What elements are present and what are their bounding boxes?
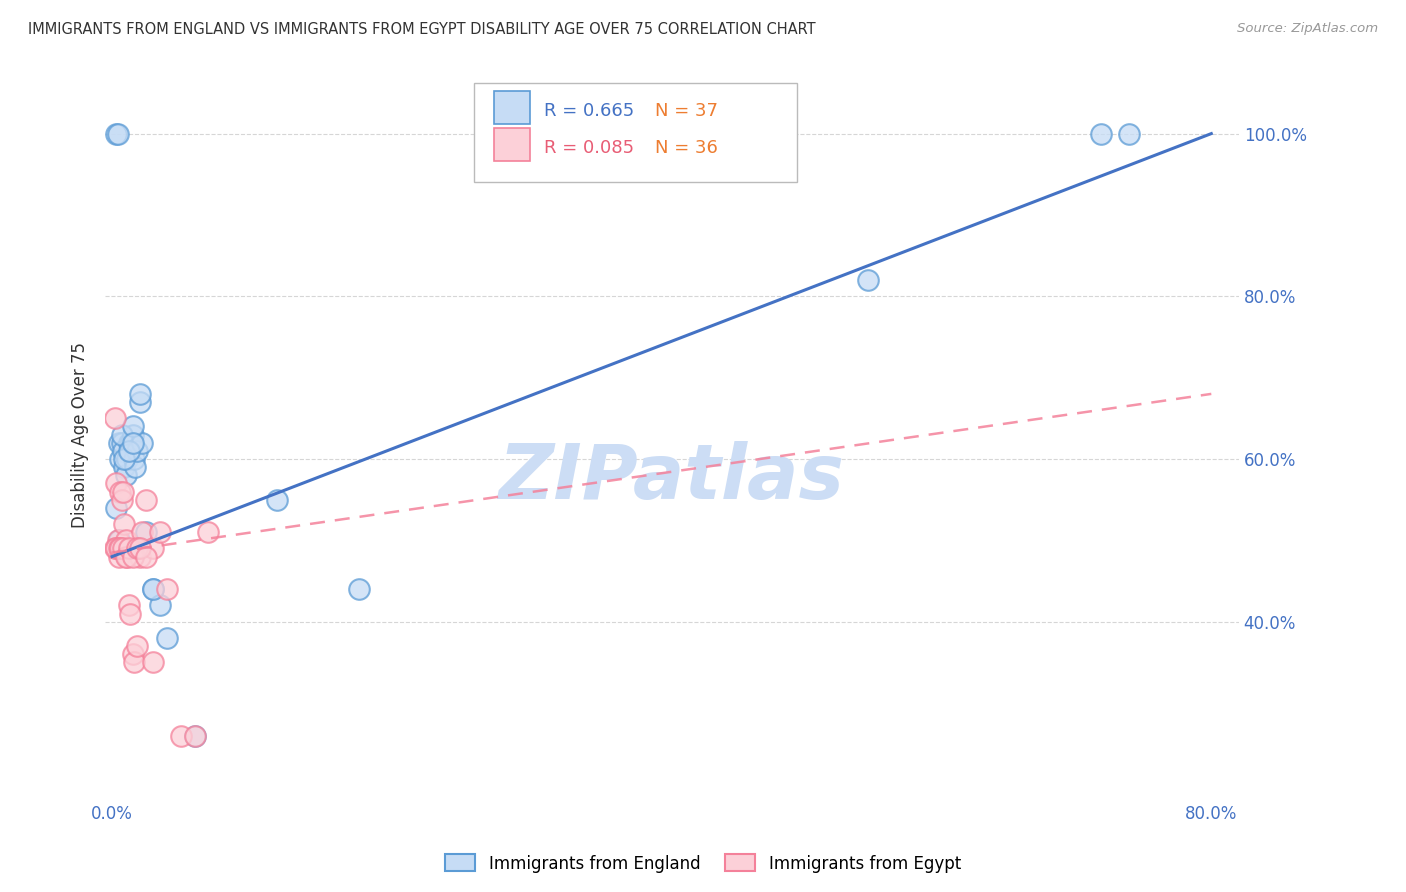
- Point: [131, 435, 153, 450]
- Point: [110, 452, 132, 467]
- Point: [117, 541, 139, 556]
- Point: [105, 541, 128, 556]
- Point: [121, 419, 143, 434]
- Point: [135, 549, 157, 564]
- Point: [142, 656, 165, 670]
- Point: [149, 525, 172, 540]
- Point: [115, 549, 138, 564]
- Point: [128, 541, 150, 556]
- Point: [121, 427, 143, 442]
- Point: [142, 541, 165, 556]
- Point: [117, 435, 139, 450]
- Point: [114, 452, 136, 467]
- Point: [142, 582, 165, 596]
- Point: [131, 525, 153, 540]
- Point: [349, 582, 371, 596]
- Legend: Immigrants from England, Immigrants from Egypt: Immigrants from England, Immigrants from…: [439, 847, 967, 880]
- Point: [112, 541, 135, 556]
- Point: [170, 729, 193, 743]
- Point: [124, 460, 146, 475]
- Point: [105, 500, 128, 515]
- Point: [114, 460, 136, 475]
- FancyBboxPatch shape: [494, 128, 530, 161]
- Point: [115, 452, 138, 467]
- Point: [122, 656, 145, 670]
- Text: Source: ZipAtlas.com: Source: ZipAtlas.com: [1237, 22, 1378, 36]
- Point: [118, 443, 141, 458]
- Point: [1118, 127, 1140, 141]
- Text: R = 0.665: R = 0.665: [544, 102, 634, 120]
- Point: [120, 435, 142, 450]
- Point: [108, 541, 131, 556]
- Point: [104, 411, 127, 425]
- Point: [114, 468, 136, 483]
- Point: [121, 647, 143, 661]
- Text: N = 37: N = 37: [655, 102, 718, 120]
- Point: [128, 395, 150, 409]
- Point: [156, 582, 179, 596]
- Point: [183, 729, 205, 743]
- Point: [112, 443, 135, 458]
- Point: [104, 541, 127, 556]
- Point: [114, 549, 136, 564]
- Point: [117, 599, 139, 613]
- Point: [183, 729, 205, 743]
- FancyBboxPatch shape: [494, 91, 530, 124]
- Point: [125, 541, 148, 556]
- Point: [108, 549, 131, 564]
- Point: [105, 127, 128, 141]
- Point: [117, 443, 139, 458]
- Point: [108, 435, 131, 450]
- Text: ZIPatlas: ZIPatlas: [499, 442, 845, 516]
- Point: [156, 631, 179, 645]
- Point: [112, 484, 135, 499]
- Point: [111, 427, 134, 442]
- FancyBboxPatch shape: [474, 83, 797, 182]
- Point: [111, 492, 134, 507]
- Point: [1090, 127, 1112, 141]
- Point: [125, 443, 148, 458]
- Point: [149, 599, 172, 613]
- Y-axis label: Disability Age Over 75: Disability Age Over 75: [72, 342, 89, 527]
- Point: [122, 452, 145, 467]
- Point: [110, 484, 132, 499]
- Point: [110, 541, 132, 556]
- Point: [121, 549, 143, 564]
- Point: [197, 525, 219, 540]
- Point: [135, 525, 157, 540]
- Point: [114, 516, 136, 531]
- Point: [125, 639, 148, 653]
- Point: [128, 549, 150, 564]
- Point: [108, 533, 131, 548]
- Point: [114, 533, 136, 548]
- Point: [107, 127, 129, 141]
- Text: R = 0.085: R = 0.085: [544, 138, 634, 157]
- Point: [118, 607, 141, 621]
- Point: [856, 273, 879, 287]
- Point: [128, 387, 150, 401]
- Point: [111, 435, 134, 450]
- Text: N = 36: N = 36: [655, 138, 718, 157]
- Point: [107, 533, 129, 548]
- Point: [142, 582, 165, 596]
- Point: [121, 435, 143, 450]
- Point: [105, 476, 128, 491]
- Text: IMMIGRANTS FROM ENGLAND VS IMMIGRANTS FROM EGYPT DISABILITY AGE OVER 75 CORRELAT: IMMIGRANTS FROM ENGLAND VS IMMIGRANTS FR…: [28, 22, 815, 37]
- Point: [135, 492, 157, 507]
- Point: [266, 492, 288, 507]
